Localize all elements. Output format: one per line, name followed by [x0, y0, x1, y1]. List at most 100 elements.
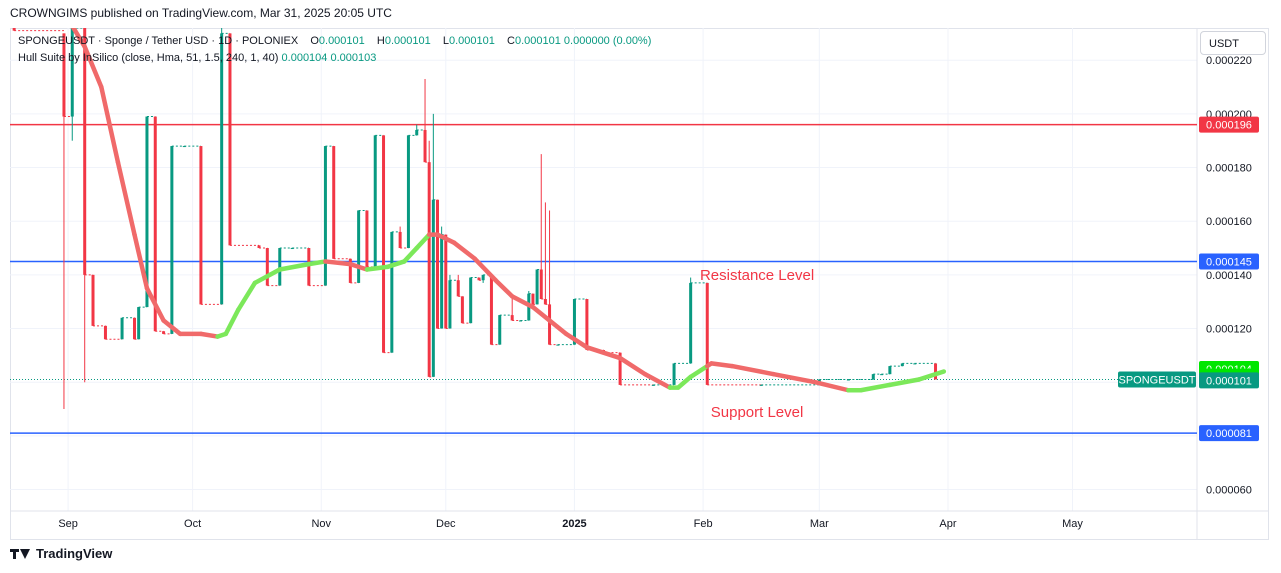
price-tick-label: 0.000060: [1206, 485, 1252, 497]
candle-body: [332, 146, 336, 259]
candle-body: [62, 33, 66, 117]
hull-segment: [675, 374, 693, 390]
candle-body: [390, 231, 394, 353]
tradingview-footer: TradingView: [10, 546, 112, 561]
candle-body: [444, 234, 448, 329]
candle-body: [689, 282, 693, 364]
candle-body: [469, 277, 473, 324]
plot-area: [12, 28, 947, 410]
publish-header: CROWNGIMS published on TradingView.com, …: [10, 6, 392, 20]
hull-segment: [323, 259, 353, 267]
hull-segment: [402, 245, 419, 264]
candle-body: [12, 28, 16, 31]
candle-body: [220, 33, 224, 305]
indicator-title[interactable]: Hull Suite by InSilico (close, Hma, 51, …: [18, 52, 279, 64]
low-value: 0.000101: [449, 35, 495, 47]
level-price-tag-bg: [1199, 425, 1259, 442]
time-tick-label: Feb: [694, 518, 713, 530]
candle-body: [934, 363, 938, 380]
candle-body: [398, 231, 402, 249]
candle-body: [348, 258, 352, 283]
hull-segment: [385, 259, 407, 270]
price-tick-label: 0.000120: [1206, 324, 1252, 336]
high-label: H: [376, 35, 385, 47]
close-value: 0.000101: [514, 35, 561, 47]
hull-segment: [70, 28, 87, 50]
time-tick-label: Dec: [436, 518, 456, 530]
symbol-legend: SPONGEUSDT · Sponge / Tether USD · 1D · …: [18, 35, 651, 47]
annotation-label: Support Level: [711, 404, 804, 421]
candle-body: [406, 135, 410, 249]
hull-segment: [236, 280, 258, 312]
low-label: L: [442, 35, 449, 47]
hull-segment: [729, 363, 776, 377]
candle-body: [153, 116, 157, 332]
candle-body: [460, 296, 464, 324]
hull-segment: [451, 240, 478, 262]
candle-body: [137, 307, 141, 340]
candle-body: [543, 299, 547, 305]
candle-body: [133, 317, 137, 340]
candle-body: [382, 135, 386, 353]
close-label: C: [507, 35, 515, 47]
hull-segment: [493, 277, 515, 299]
candle-body: [705, 282, 709, 385]
open-label: O: [310, 35, 319, 47]
candle-body: [365, 210, 369, 267]
candle-body: [900, 363, 904, 367]
hull-segment: [82, 44, 104, 90]
hull-segment: [858, 382, 893, 393]
candle-body: [145, 116, 149, 308]
symbol-title[interactable]: SPONGEUSDT · Sponge / Tether USD · 1D · …: [18, 35, 299, 47]
price-tick-label: 0.000140: [1206, 270, 1252, 282]
candle-body: [423, 129, 427, 163]
time-tick-label: Nov: [311, 518, 331, 530]
hull-segment: [277, 261, 312, 272]
candle-body: [170, 146, 174, 334]
hull-segment: [414, 232, 432, 251]
hull-segment: [584, 345, 623, 361]
hull-segment: [688, 363, 710, 380]
hull-segment: [144, 286, 166, 323]
hull-segment: [530, 304, 552, 323]
level-price-tag-bg: [1199, 253, 1259, 270]
hull-segment: [223, 307, 241, 337]
hull-segment: [887, 377, 922, 388]
chart-frame: [10, 28, 1269, 540]
candle-body: [431, 199, 435, 377]
candle-body: [539, 269, 543, 300]
candle-body: [265, 248, 269, 286]
indicator-value-2: 0.000103: [330, 52, 377, 64]
tradingview-brand: TradingView: [36, 546, 113, 561]
hull-segment: [132, 232, 150, 291]
candle-body: [435, 199, 439, 329]
open-value: 0.000101: [318, 35, 365, 47]
level-price-tag: 0.000081: [1206, 428, 1252, 440]
currency-selector[interactable]: USDT: [1200, 31, 1266, 55]
hull-segment: [348, 261, 370, 272]
candle-body: [535, 269, 539, 305]
symbol-tag-bg: [1118, 371, 1196, 388]
hull-segment: [99, 84, 121, 165]
hull-segment: [563, 331, 590, 350]
hull-segment: [709, 361, 735, 369]
candle-body: [307, 248, 311, 286]
candle-body: [70, 28, 74, 117]
hull-segment: [547, 318, 569, 337]
price-tick-label: 0.000180: [1206, 163, 1252, 175]
level-price-tag: 0.000196: [1206, 120, 1252, 132]
hull-segment: [642, 371, 673, 390]
candle-body: [489, 274, 493, 345]
change-value: 0.000000 (0.00%): [563, 35, 652, 47]
candle-body: [618, 352, 622, 385]
hull-segment: [916, 369, 947, 382]
high-value: 0.000101: [384, 35, 431, 47]
hull-segment: [198, 331, 220, 339]
symbol-tag: SPONGEUSDT: [1118, 375, 1195, 387]
candle-body: [91, 274, 95, 326]
hull-segment: [617, 355, 648, 377]
candle-body: [672, 363, 676, 385]
candle-body: [498, 315, 502, 345]
time-tick-label: 2025: [562, 518, 586, 530]
